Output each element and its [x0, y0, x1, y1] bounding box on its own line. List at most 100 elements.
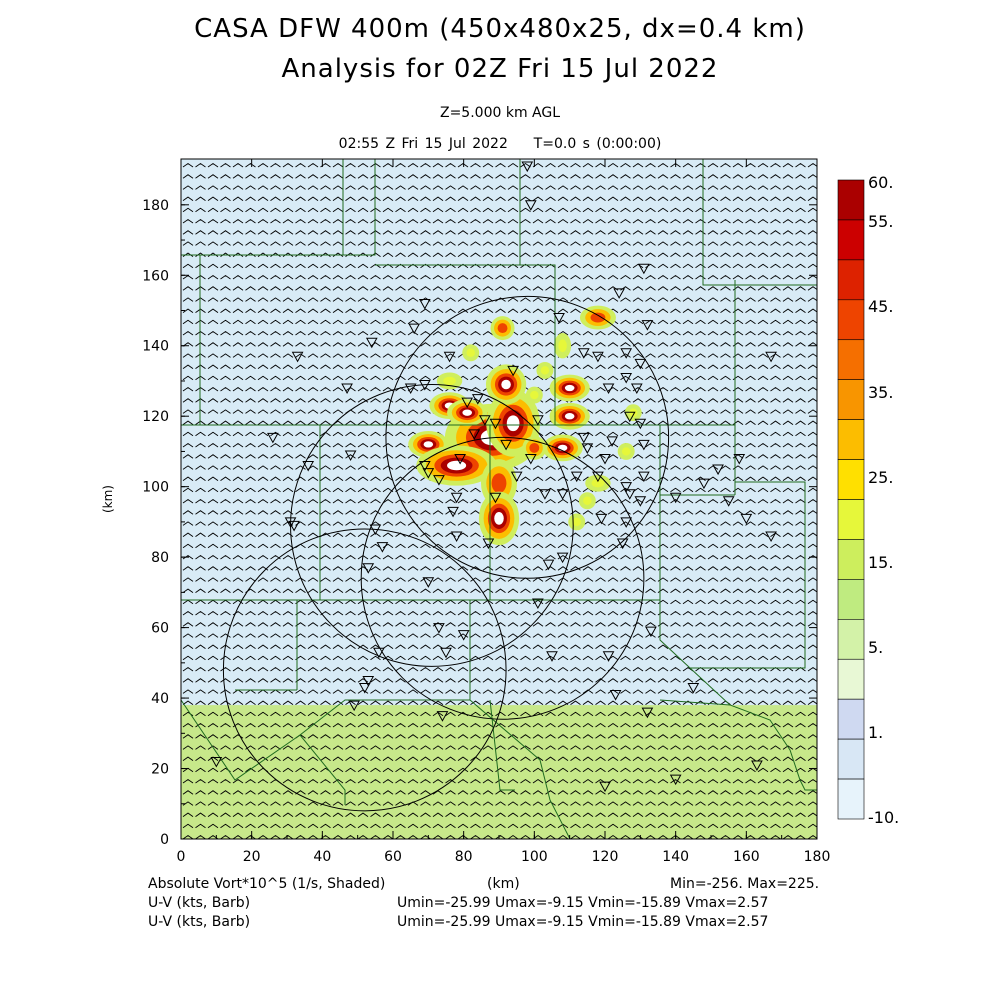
colorbar-swatch [837, 579, 865, 620]
storm-cell [447, 460, 467, 471]
min-max-label: Min=-256. Max=225. [670, 876, 820, 892]
radar-ring [222, 528, 507, 812]
station-marker [443, 351, 456, 363]
y-tick-label: 120 [142, 409, 169, 425]
storm-cell [564, 413, 575, 420]
station-marker [613, 288, 625, 299]
shaded-field-label: Absolute Vort*10^5 (1/s, Shaded) [148, 876, 386, 892]
x-tick-label: 20 [243, 849, 261, 865]
radar-ring [360, 436, 645, 720]
station-marker [418, 298, 431, 310]
station-marker [620, 372, 633, 384]
x-tick-label: 0 [177, 849, 186, 865]
station-marker [457, 630, 470, 641]
station-marker [669, 492, 682, 504]
station-marker [489, 492, 502, 504]
colorbar-label: 25. [868, 468, 893, 487]
storm-cell [572, 517, 581, 527]
station-marker [602, 651, 615, 662]
storm-cell [506, 415, 520, 432]
colorbar-swatch [837, 459, 865, 500]
station-marker [291, 351, 304, 363]
station-marker [616, 538, 629, 550]
station-marker [751, 760, 763, 772]
station-marker [712, 464, 724, 476]
vorticity-south-band [181, 705, 817, 839]
level-label: Z=5.000 km AGL [439, 105, 561, 121]
storm-cell [443, 376, 456, 386]
station-marker [450, 492, 463, 504]
colorbar-label: 55. [868, 212, 893, 231]
station-marker [570, 471, 583, 483]
station-marker [450, 531, 463, 543]
colorbar-swatch [837, 379, 865, 420]
station-marker [765, 351, 777, 363]
station-marker [634, 358, 647, 370]
plot-title: CASA DFW 400m (450x480x25, dx=0.4 km) [194, 14, 806, 44]
station-marker [539, 489, 551, 500]
x-axis-ticks: 0 20 40 60 80 100 120 140 160 180 [177, 159, 830, 865]
station-marker [440, 647, 452, 659]
station-marker [341, 383, 353, 395]
x-axis-label: (km) [487, 876, 520, 892]
station-marker [581, 443, 594, 454]
station-marker [418, 461, 431, 472]
x-tick-label: 60 [384, 849, 402, 865]
station-marker [404, 383, 417, 395]
colorbar-swatch [837, 299, 865, 341]
y-tick-label: 160 [142, 268, 169, 284]
x-tick-label: 120 [592, 849, 619, 865]
station-marker [524, 200, 537, 211]
station-marker [482, 538, 495, 550]
colorbar-label: -10. [868, 808, 899, 827]
colorbar-label: 60. [868, 173, 893, 192]
station-marker [638, 471, 650, 483]
y-tick-label: 180 [142, 198, 169, 214]
station-marker [344, 450, 357, 461]
storm-cell [558, 339, 567, 353]
station-marker [556, 489, 569, 500]
station-marker [461, 397, 474, 409]
station-marker [521, 161, 534, 173]
colorbar-label: 15. [868, 553, 893, 572]
colorbar-swatch [837, 698, 865, 740]
station-marker [489, 418, 502, 430]
station-marker [302, 461, 315, 472]
station-marker [698, 478, 710, 490]
station-marker [546, 651, 558, 662]
station-marker [634, 496, 647, 507]
storm-cell [529, 442, 540, 453]
station-marker [358, 682, 371, 694]
station-marker [433, 475, 445, 486]
y-tick-label: 0 [160, 832, 169, 848]
station-marker [634, 418, 647, 430]
y-tick-label: 60 [151, 621, 169, 637]
station-marker [599, 781, 611, 793]
colorbar-swatch [837, 539, 865, 580]
storm-cell [530, 390, 539, 400]
station-marker [641, 320, 654, 331]
y-tick-label: 140 [142, 339, 169, 355]
station-marker [418, 379, 431, 391]
barb-label-2: U-V (kts, Barb) [148, 914, 251, 930]
station-marker [722, 496, 735, 507]
station-marker [433, 623, 445, 634]
station-marker [595, 513, 608, 525]
station-marker [602, 383, 615, 395]
station-marker [645, 626, 657, 638]
y-axis-label: (km) [101, 485, 115, 513]
storm-cell [591, 478, 605, 488]
x-tick-label: 40 [313, 849, 331, 865]
y-tick-label: 20 [151, 762, 169, 778]
storm-cell [462, 409, 472, 416]
station-marker [592, 351, 604, 363]
station-marker [288, 520, 300, 532]
colorbar-swatch [837, 339, 865, 380]
map-area [181, 159, 817, 839]
station-marker [376, 542, 389, 553]
storm-cell [423, 441, 434, 448]
radar-ring [385, 295, 670, 579]
station-marker [577, 348, 590, 359]
radar-range-rings [222, 295, 670, 812]
